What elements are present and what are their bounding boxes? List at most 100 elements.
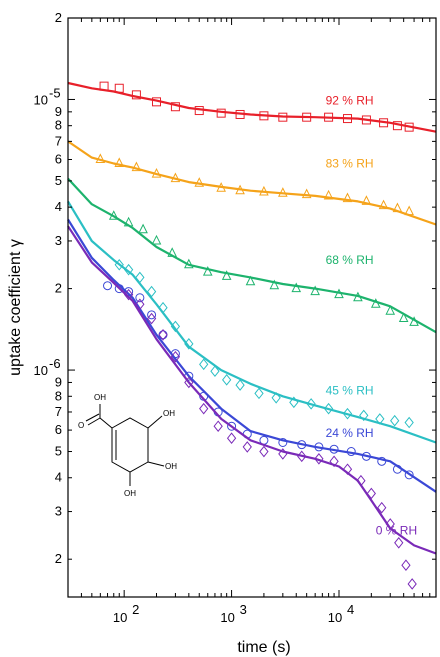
x-tick-label: 10: [220, 610, 234, 625]
data-point: [199, 402, 209, 415]
carbonyl-bond-1: [87, 417, 101, 426]
data-point: [269, 279, 280, 290]
data-point: [245, 275, 256, 286]
data-point: [242, 441, 252, 453]
series-layer: [67, 81, 437, 590]
data-point: [135, 293, 145, 303]
series-1: [67, 140, 437, 226]
data-point: [404, 416, 414, 429]
y-tick-exponent: -6: [49, 356, 61, 371]
x-tick-exponent: 2: [132, 602, 139, 617]
series-label: 24 % RH: [326, 426, 374, 440]
x-tick-exponent: 3: [240, 602, 247, 617]
x-axis-ticks: 10 2 10 3 10 4: [67, 18, 437, 625]
y-tick-label: 6: [55, 151, 62, 166]
y-tick-label: 10: [34, 92, 48, 107]
fit-line: [67, 218, 437, 493]
plot-frame: [67, 17, 437, 598]
data-point: [221, 270, 232, 280]
data-point: [271, 391, 281, 404]
series-2: [67, 177, 437, 334]
oh-bond-lower-right: [147, 461, 165, 467]
x-tick-label: 10: [113, 610, 127, 625]
y-tick-label: 10: [34, 363, 48, 378]
x-axis-title: time (s): [237, 639, 290, 656]
data-point: [138, 223, 148, 234]
series-label: 92 % RH: [326, 94, 374, 108]
data-point: [123, 263, 134, 276]
data-point: [103, 281, 113, 291]
data-point: [394, 536, 404, 549]
data-point: [301, 188, 312, 199]
data-point: [158, 330, 168, 340]
y-axis-title: uptake coefficient γ: [7, 239, 24, 376]
data-point: [385, 305, 396, 315]
data-point: [184, 376, 194, 389]
carboxyl-bond: [99, 417, 113, 429]
mol-label-oh-bottom: OH: [124, 489, 136, 498]
data-point: [407, 578, 417, 590]
data-point: [210, 365, 220, 378]
y-tick-label: 8: [55, 388, 62, 403]
oh-bond-right: [147, 415, 163, 429]
y-tick-label: 5: [55, 444, 62, 459]
carbonyl-bond-2: [85, 413, 100, 422]
fit-line: [67, 140, 437, 226]
y-tick-label: 2: [55, 281, 62, 296]
data-point: [235, 379, 245, 391]
series-labels: 92 % RH 83 % RH 68 % RH 45 % RH 24 % RH 0 % R…: [326, 94, 418, 538]
data-point: [222, 374, 232, 386]
data-point: [378, 199, 389, 210]
mol-label-oh-right: OH: [163, 409, 175, 418]
data-point: [390, 414, 400, 427]
data-point: [310, 285, 320, 296]
data-point: [404, 470, 414, 480]
y-tick-label: 8: [55, 118, 62, 133]
y-tick-exponent: -5: [49, 85, 61, 100]
data-point: [401, 559, 411, 572]
fit-line: [67, 177, 437, 334]
fit-line: [67, 81, 437, 133]
data-point: [342, 407, 353, 420]
data-point: [147, 310, 157, 320]
data-point: [329, 455, 339, 468]
data-point: [323, 402, 334, 415]
data-point: [323, 189, 334, 200]
y-tick-label: 7: [55, 133, 62, 148]
x-tick-label: 10: [328, 610, 342, 625]
molecule-labels: OH O OH OH OH: [78, 393, 177, 498]
data-point: [377, 501, 387, 514]
series-label: 83 % RH: [326, 156, 374, 170]
y-tick-label: 4: [55, 470, 62, 485]
series-3: [67, 200, 437, 444]
data-point: [342, 192, 353, 203]
data-point: [291, 282, 302, 293]
y-tick-label: 9: [55, 374, 62, 389]
data-point: [151, 234, 162, 245]
y-tick-label: 3: [55, 233, 62, 248]
data-point: [278, 437, 288, 447]
data-point: [366, 487, 376, 500]
y-tick-label: 6: [55, 422, 62, 437]
series-label: 0 % RH: [376, 524, 417, 538]
shikimic-acid-structure: [85, 404, 165, 486]
series-5: [67, 225, 437, 590]
data-point: [158, 328, 168, 341]
data-point: [226, 432, 237, 445]
data-point: [146, 312, 157, 325]
data-point: [254, 387, 264, 400]
fit-line: [67, 200, 437, 444]
mol-label-o: O: [78, 421, 84, 430]
data-point: [199, 358, 209, 371]
series-label: 68 % RH: [326, 253, 374, 267]
y-tick-label: 2: [55, 551, 62, 566]
data-point: [202, 266, 213, 276]
data-point: [213, 420, 223, 433]
axes-layer: [67, 17, 437, 598]
x-tick-exponent: 4: [347, 602, 354, 617]
ring-bond-left: [111, 417, 149, 473]
data-point: [135, 298, 145, 311]
series-0: [67, 81, 437, 133]
